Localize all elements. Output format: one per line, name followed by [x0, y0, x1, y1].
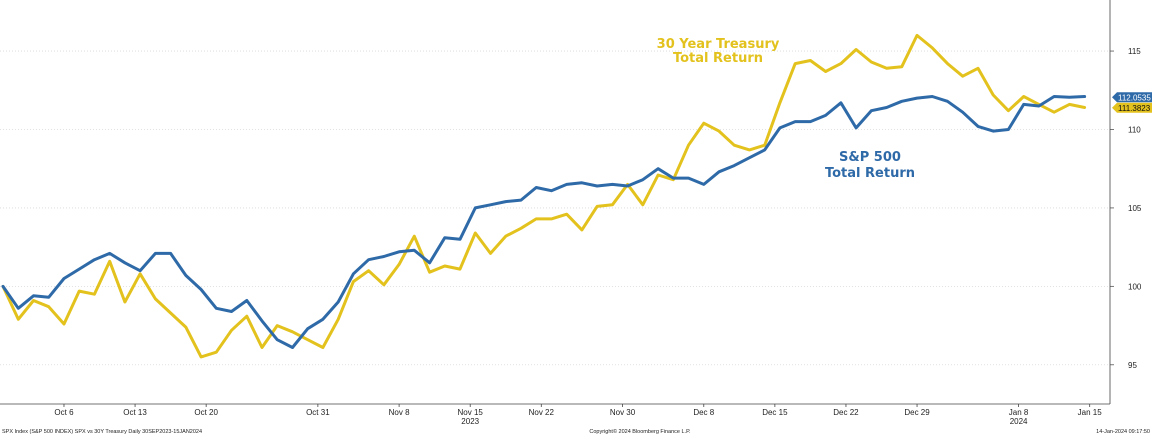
x-tick-label: Nov 8 — [389, 408, 410, 417]
y-tick-label: 95 — [1128, 361, 1137, 370]
footer-copyright: Copyright© 2024 Bloomberg Finance L.P. — [589, 428, 691, 435]
x-tick-label: Jan 15 — [1078, 408, 1103, 417]
footer-timestamp: 14-Jan-2024 09:17:50 — [1096, 429, 1150, 435]
x-tick-label: Nov 22 — [529, 408, 555, 417]
treasury-series-line — [1, 33, 1087, 359]
x-tick-label: Jan 8 — [1009, 408, 1029, 417]
spx-annotation-line-2: Total Return — [825, 166, 915, 181]
treasury-last-value-label: 111.3823 — [1118, 104, 1151, 113]
x-tick-label: Nov 15 — [458, 408, 484, 417]
treasury-annotation-line-1: 30 Year Treasury — [657, 37, 780, 52]
x-tick-label: Dec 8 — [693, 408, 714, 417]
x-year-label: 2023 — [461, 417, 479, 426]
treasury-annotation-line-2: Total Return — [673, 51, 763, 66]
x-tick-label: Dec 29 — [904, 408, 930, 417]
spx-annotation-line-1: S&P 500 — [839, 150, 901, 165]
x-tick-label: Oct 6 — [54, 408, 74, 417]
grid-layer — [0, 50, 1110, 366]
y-tick-label: 105 — [1128, 204, 1142, 213]
y-tick-label: 115 — [1128, 47, 1141, 56]
x-tick-label: Oct 31 — [306, 408, 330, 417]
spx-last-value-label: 112.0535 — [1118, 93, 1151, 102]
treasury-last-value-box — [1112, 102, 1152, 113]
x-tick-label: Dec 22 — [833, 408, 859, 417]
axis-layer: 95 100 105 110 115 Oct 6 Oct 13 Oct 20 Oct 31 Nov… — [0, 0, 1142, 426]
spx-last-value-box — [1112, 92, 1152, 103]
x-tick-label: Nov 30 — [610, 408, 636, 417]
label-layer: 112.0535 111.3823 — [1112, 92, 1152, 113]
x-year-label: 2024 — [1010, 417, 1028, 426]
spx-series-line — [1, 95, 1087, 349]
x-tick-label: Oct 13 — [123, 408, 147, 417]
spx-last-value-tag: 112.0535 — [1112, 92, 1152, 103]
y-tick-label: 110 — [1128, 125, 1141, 134]
x-tick-label: Oct 20 — [194, 408, 218, 417]
footer-source: SPX Index (S&P 500 INDEX) SPX vs 30Y Tre… — [2, 429, 202, 435]
treasury-last-value-tag: 111.3823 — [1112, 102, 1152, 113]
series-layer — [1, 33, 1087, 359]
y-tick-label: 100 — [1128, 282, 1142, 291]
x-tick-label: Dec 15 — [762, 408, 788, 417]
